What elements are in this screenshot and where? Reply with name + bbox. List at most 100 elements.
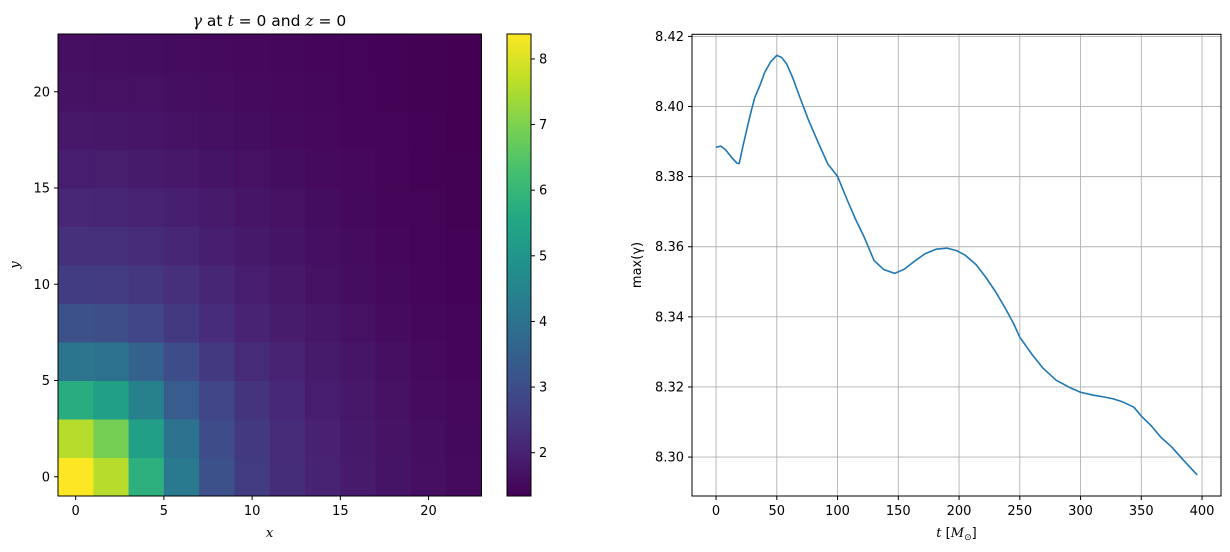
heatmap-cell (446, 265, 482, 304)
heatmap-cell (446, 72, 482, 112)
heatmap-y-axis-label: y (8, 261, 23, 270)
line-chart-x-ticks: 0 50 100 150 200 250 300 350 400 (712, 496, 1215, 519)
heatmap-cell (446, 419, 482, 458)
y-tick-label: 0 (42, 470, 50, 485)
x-tick-label: 250 (1007, 504, 1032, 519)
heatmap-cell (410, 419, 447, 458)
heatmap-cell (128, 380, 165, 420)
heatmap-cell (163, 380, 200, 420)
heatmap-cell (58, 342, 94, 381)
y-tick-label: 8.34 (655, 310, 684, 325)
heatmap-cell (375, 111, 412, 150)
heatmap-cell (93, 342, 130, 381)
max-gamma-line (715, 54, 1198, 476)
heatmap-cell (93, 303, 130, 343)
heatmap-cell (375, 34, 412, 73)
heatmap-cell (446, 303, 482, 343)
heatmap-cell (446, 342, 482, 381)
x-tick-label: 400 (1190, 504, 1215, 519)
x-tick-label: 50 (769, 504, 786, 519)
heatmap-cell (58, 34, 94, 73)
heatmap-cell (58, 111, 94, 150)
heatmap-cell (305, 34, 341, 73)
heatmap-cell (163, 265, 200, 304)
heatmap-cell (199, 111, 235, 150)
heatmap-cell (58, 457, 94, 497)
heatmap-cell (269, 303, 306, 343)
colorbar-gradient (506, 33, 532, 497)
heatmap-cell (410, 34, 447, 73)
x-tick-label: 350 (1129, 504, 1154, 519)
heatmap-cell (163, 149, 200, 189)
heatmap-cell (128, 226, 165, 266)
heatmap-cell (375, 380, 412, 420)
heatmap-cell (128, 457, 165, 497)
heatmap-cell (410, 265, 447, 304)
heatmap-cell (375, 342, 412, 381)
heatmap-cell (58, 265, 94, 304)
heatmap-cell (269, 34, 306, 73)
heatmap-cell (340, 265, 377, 304)
colorbar-tick-label: 3 (539, 381, 547, 396)
heatmap-cell (305, 149, 341, 189)
heatmap-cell (446, 188, 482, 227)
heatmap-cell (128, 72, 165, 112)
heatmap-cell (305, 188, 341, 227)
heatmap-cell (128, 149, 165, 189)
heatmap-cell (446, 226, 482, 266)
y-tick-label: 8.42 (655, 30, 684, 45)
y-tick-label: 20 (33, 85, 50, 100)
heatmap-cell (128, 342, 165, 381)
heatmap-cell (128, 419, 165, 458)
heatmap-cell (305, 72, 341, 112)
heatmap-cell (340, 342, 377, 381)
y-tick-label: 5 (42, 374, 50, 389)
line-chart-axes-frame (691, 33, 1222, 497)
heatmap-cell (93, 34, 130, 73)
heatmap-cells (58, 34, 482, 497)
y-tick-label: 10 (33, 278, 50, 293)
heatmap-cell (93, 380, 130, 420)
y-tick-label: 8.36 (655, 240, 684, 255)
line-chart-panel: 0 50 100 150 200 250 300 350 400 8.308.328.348.3… (630, 30, 1222, 543)
heatmap-cell (446, 380, 482, 420)
x-tick-label: 150 (886, 504, 911, 519)
heatmap-cell (234, 419, 271, 458)
heatmap-cell (269, 419, 306, 458)
heatmap-cell (199, 149, 235, 189)
heatmap-cell (340, 380, 377, 420)
y-tick-label: 8.40 (655, 100, 684, 115)
heatmap-axes-frame (57, 33, 482, 497)
heatmap-cell (410, 149, 447, 189)
heatmap-cell (128, 34, 165, 73)
heatmap-panel: γ at t = 0 and z = 0 0 5 10 15 20 0 5 10 15 20 x… (8, 12, 482, 541)
heatmap-cell (163, 34, 200, 73)
heatmap-cell (58, 72, 94, 112)
heatmap-cell (340, 34, 377, 73)
heatmap-cell (128, 188, 165, 227)
heatmap-cell (199, 188, 235, 227)
heatmap-cell (305, 457, 341, 497)
y-tick-label: 15 (33, 182, 50, 197)
heatmap-cell (163, 188, 200, 227)
heatmap-cell (269, 380, 306, 420)
heatmap-cell (199, 226, 235, 266)
heatmap-cell (163, 457, 200, 497)
heatmap-cell (340, 72, 377, 112)
heatmap-cell (128, 265, 165, 304)
x-tick-label: 15 (332, 504, 349, 519)
heatmap-cell (234, 265, 271, 304)
heatmap-cell (375, 419, 412, 458)
x-tick-label: 20 (420, 504, 437, 519)
line-chart-y-ticks: 8.30 8.32 8.34 8.36 8.38 8.40 8.42 (655, 30, 692, 466)
heatmap-cell (305, 111, 341, 150)
heatmap-cell (93, 226, 130, 266)
heatmap-cell (269, 111, 306, 150)
heatmap-cell (305, 419, 341, 458)
heatmap-cell (269, 149, 306, 189)
heatmap-cell (375, 188, 412, 227)
heatmap-cell (93, 188, 130, 227)
heatmap-cell (163, 111, 200, 150)
heatmap-cell (234, 342, 271, 381)
